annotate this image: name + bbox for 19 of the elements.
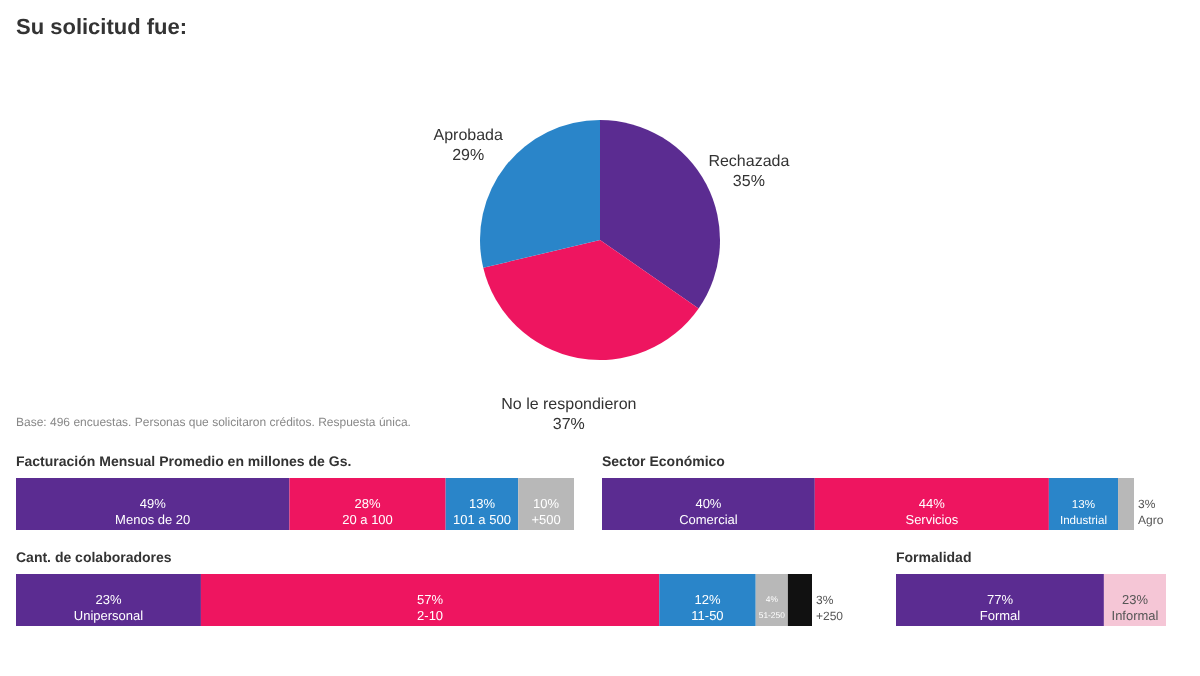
bar: [200, 574, 660, 626]
data-label: 35%: [732, 172, 765, 191]
bar: [16, 574, 201, 626]
text: Su solicitud fue:: [16, 16, 188, 40]
data-label: 37%: [552, 415, 585, 434]
bar: [659, 574, 756, 626]
bar: [16, 478, 290, 530]
bar: [755, 574, 788, 626]
bar: [289, 478, 446, 530]
slice-label: Rechazada: [708, 152, 791, 171]
slice-label: No le respondieron: [501, 395, 637, 414]
data-label: 29%: [452, 145, 485, 164]
bar: [787, 574, 812, 626]
bar: [814, 478, 1049, 530]
slice-label: Aprobada: [433, 125, 504, 144]
bar: [518, 478, 574, 530]
bar: [602, 478, 815, 530]
pie-slice: [483, 240, 699, 360]
bar: [1118, 478, 1134, 530]
